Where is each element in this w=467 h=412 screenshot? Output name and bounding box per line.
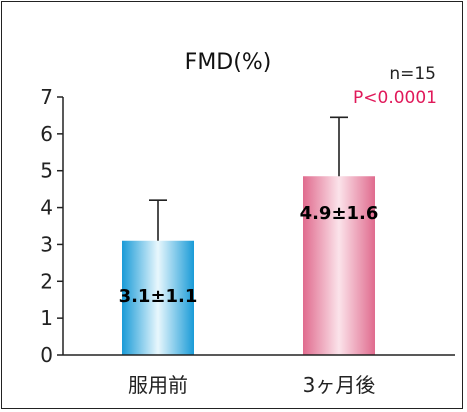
bar-1 xyxy=(122,240,194,355)
x-axis-categories: 服用前 3ヶ月後 xyxy=(128,373,375,397)
y-tick-label-2: 2 xyxy=(40,269,53,293)
p-value-label: P<0.0001 xyxy=(353,88,437,108)
y-tick-label-5: 5 xyxy=(40,159,53,183)
bar-2 xyxy=(303,176,375,355)
category-label-1: 服用前 xyxy=(128,373,188,397)
bar-value-labels: 3.1±1.1 4.9±1.6 xyxy=(119,203,379,307)
y-tick-label-1: 1 xyxy=(40,306,53,330)
y-tick-label-0: 0 xyxy=(40,343,53,367)
y-tick-label-6: 6 xyxy=(40,122,53,146)
bars-layer xyxy=(122,176,375,355)
y-tick-label-4: 4 xyxy=(40,196,53,220)
bar-value-label-1: 3.1±1.1 xyxy=(119,286,198,307)
y-tick-label-3: 3 xyxy=(40,232,53,256)
chart-frame xyxy=(1,1,463,409)
bar-value-label-2: 4.9±1.6 xyxy=(300,203,379,224)
y-tick-label-7: 7 xyxy=(40,85,53,109)
error-bars-layer xyxy=(149,116,348,241)
sample-size-label: n=15 xyxy=(389,64,436,84)
y-axis: 0 1 2 3 4 5 6 7 xyxy=(40,85,455,367)
category-label-2: 3ヶ月後 xyxy=(303,373,376,397)
chart-title: FMD(%) xyxy=(185,50,272,75)
